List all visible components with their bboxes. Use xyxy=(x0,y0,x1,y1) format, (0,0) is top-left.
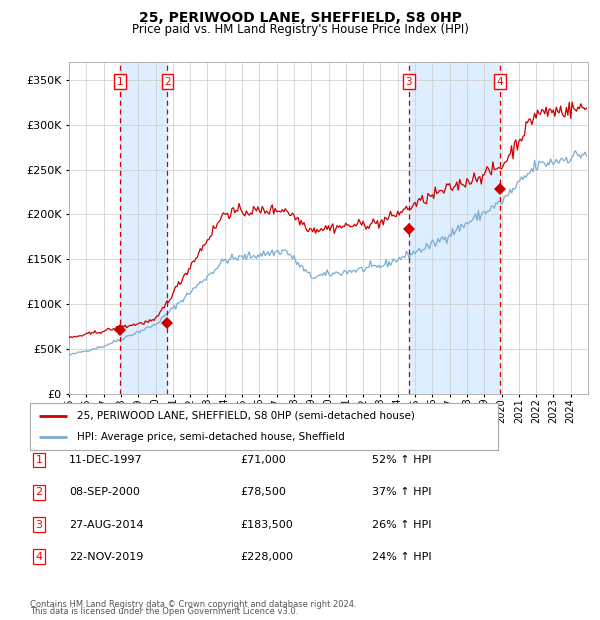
Text: 4: 4 xyxy=(496,77,503,87)
Text: 08-SEP-2000: 08-SEP-2000 xyxy=(69,487,140,497)
Text: 24% ↑ HPI: 24% ↑ HPI xyxy=(372,552,431,562)
Text: £228,000: £228,000 xyxy=(240,552,293,562)
Text: 22-NOV-2019: 22-NOV-2019 xyxy=(69,552,143,562)
Text: 52% ↑ HPI: 52% ↑ HPI xyxy=(372,455,431,465)
Text: 1: 1 xyxy=(116,77,123,87)
Text: £183,500: £183,500 xyxy=(240,520,293,529)
Text: HPI: Average price, semi-detached house, Sheffield: HPI: Average price, semi-detached house,… xyxy=(77,432,344,442)
Text: 2: 2 xyxy=(164,77,171,87)
Text: 3: 3 xyxy=(35,520,43,529)
Text: 37% ↑ HPI: 37% ↑ HPI xyxy=(372,487,431,497)
Text: 2: 2 xyxy=(35,487,43,497)
Text: £71,000: £71,000 xyxy=(240,455,286,465)
Text: Price paid vs. HM Land Registry's House Price Index (HPI): Price paid vs. HM Land Registry's House … xyxy=(131,23,469,36)
Text: 11-DEC-1997: 11-DEC-1997 xyxy=(69,455,143,465)
Text: This data is licensed under the Open Government Licence v3.0.: This data is licensed under the Open Gov… xyxy=(30,607,298,616)
Bar xyxy=(409,62,500,394)
Text: 3: 3 xyxy=(406,77,412,87)
Text: 26% ↑ HPI: 26% ↑ HPI xyxy=(372,520,431,529)
Text: 25, PERIWOOD LANE, SHEFFIELD, S8 0HP: 25, PERIWOOD LANE, SHEFFIELD, S8 0HP xyxy=(139,11,461,25)
Bar xyxy=(120,62,167,394)
Text: 1: 1 xyxy=(35,455,43,465)
Text: Contains HM Land Registry data © Crown copyright and database right 2024.: Contains HM Land Registry data © Crown c… xyxy=(30,600,356,609)
Text: 27-AUG-2014: 27-AUG-2014 xyxy=(69,520,143,529)
Text: 4: 4 xyxy=(35,552,43,562)
Text: £78,500: £78,500 xyxy=(240,487,286,497)
Text: 25, PERIWOOD LANE, SHEFFIELD, S8 0HP (semi-detached house): 25, PERIWOOD LANE, SHEFFIELD, S8 0HP (se… xyxy=(77,410,415,420)
